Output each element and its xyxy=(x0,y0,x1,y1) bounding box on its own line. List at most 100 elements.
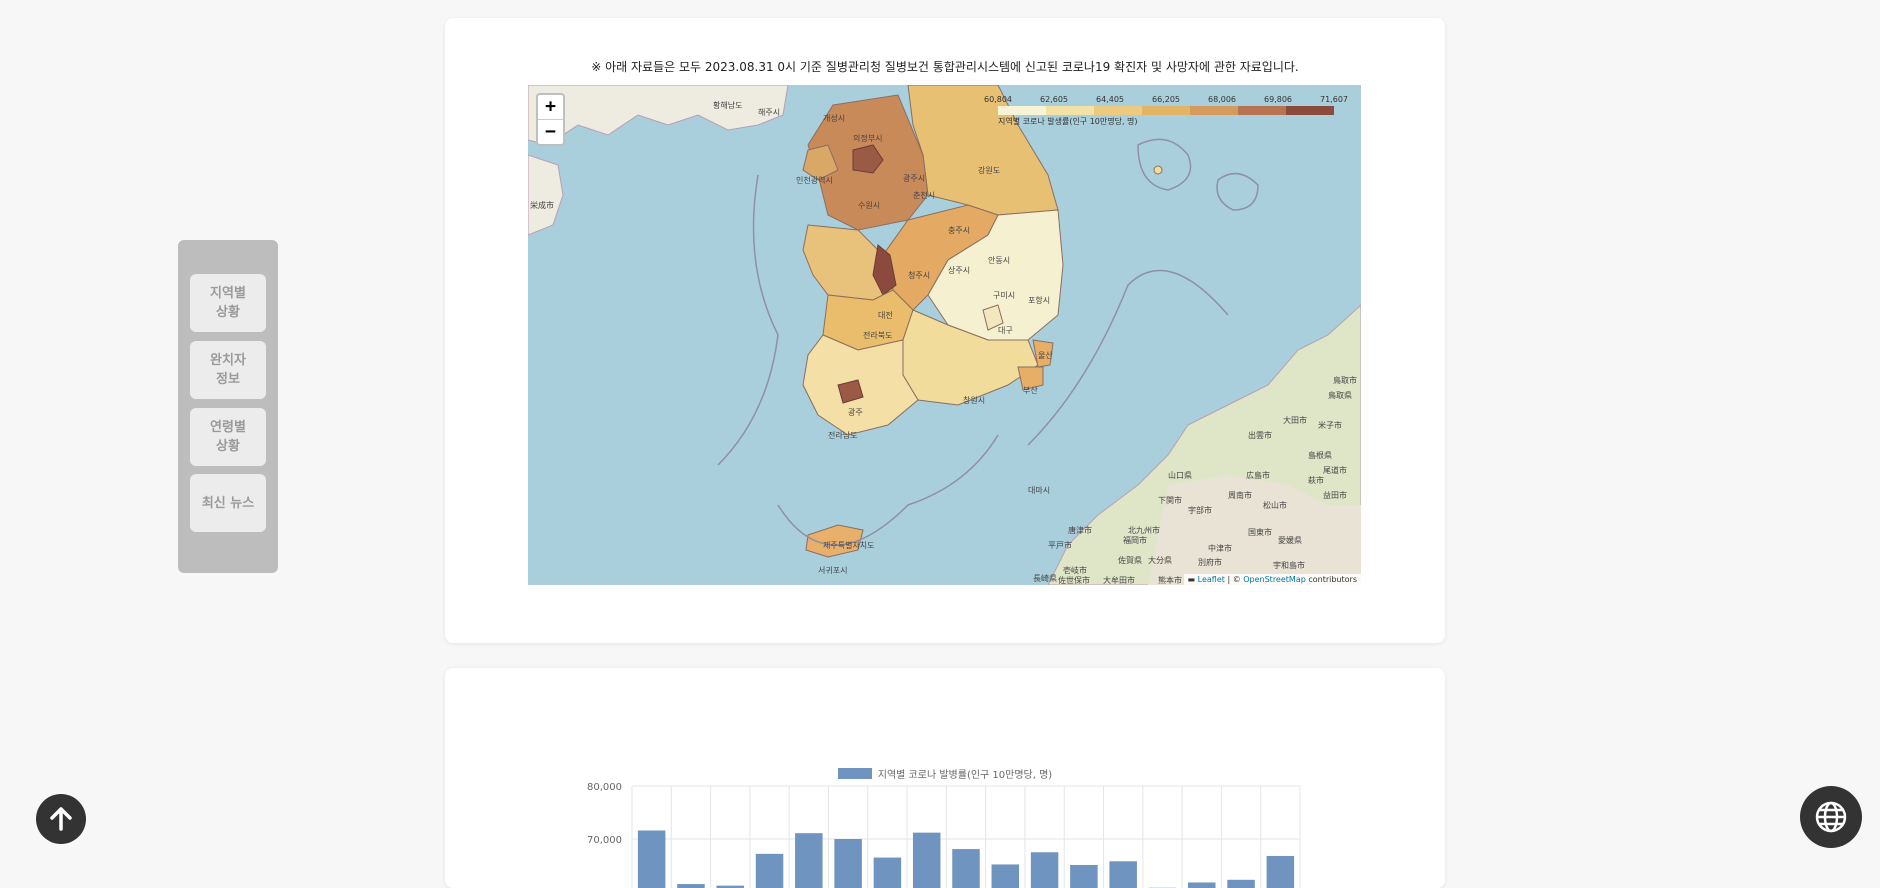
map-place-label: 栄成市 xyxy=(530,200,554,211)
legend-color-step xyxy=(1190,106,1238,115)
chart-bar[interactable] xyxy=(1227,880,1255,888)
legend-color-step xyxy=(1094,106,1142,115)
map-place-label: 周南市 xyxy=(1228,490,1252,501)
map-place-label: 萩市 xyxy=(1308,475,1324,486)
map-place-label: 平戸市 xyxy=(1048,540,1072,551)
sidebar-nav: 지역별 상황 완치자 정보 연령별 상황 최신 뉴스 xyxy=(178,240,278,573)
chart-bar[interactable] xyxy=(874,858,902,888)
map-place-label: 전라남도 xyxy=(828,430,857,441)
chart-bar[interactable] xyxy=(913,833,941,888)
legend-tick: 62,605 xyxy=(1040,95,1068,104)
map-place-label: 長崎県 xyxy=(1033,573,1057,584)
legend-tick: 66,205 xyxy=(1152,95,1180,104)
map-place-label: 宇部市 xyxy=(1188,505,1212,516)
map-place-label: 尾道市 xyxy=(1323,465,1347,476)
arrow-up-icon xyxy=(48,806,74,832)
sidebar-item-regional-status[interactable]: 지역별 상황 xyxy=(190,274,266,332)
map-place-label: 大牟田市 xyxy=(1103,575,1135,585)
zoom-in-button[interactable]: + xyxy=(538,95,563,119)
map-place-label: 大分県 xyxy=(1148,555,1172,566)
zoom-out-button[interactable]: − xyxy=(538,119,563,144)
map-place-label: 福岡市 xyxy=(1123,535,1147,546)
map-place-label: 구미시 xyxy=(993,290,1015,301)
legend-tick: 71,607 xyxy=(1320,95,1348,104)
chart-bar[interactable] xyxy=(1109,861,1137,888)
chart-bar[interactable] xyxy=(834,839,862,888)
map-place-label: 제주특별자치도 xyxy=(823,540,875,551)
map-place-label: 米子市 xyxy=(1318,420,1342,431)
map-place-label: 부산 xyxy=(1023,385,1038,396)
map-place-label: 포항시 xyxy=(1028,295,1050,306)
map-place-label: 춘천시 xyxy=(913,190,935,201)
map-place-label: 안동시 xyxy=(988,255,1010,266)
language-button[interactable] xyxy=(1800,786,1862,848)
osm-link[interactable]: OpenStreetMap xyxy=(1243,575,1306,584)
map-place-label: 鳥取市 xyxy=(1333,375,1357,386)
data-notice: ※ 아래 자료들은 모두 2023.08.31 0시 기준 질병관리청 질병보건… xyxy=(445,58,1445,75)
map-place-label: 鳥取県 xyxy=(1328,390,1352,401)
chart-bar[interactable] xyxy=(756,854,784,888)
map-place-label: 山口県 xyxy=(1168,470,1192,481)
chart-bar[interactable] xyxy=(1031,852,1059,888)
legend-color-step xyxy=(1046,106,1094,115)
map-place-label: 창원시 xyxy=(963,395,985,406)
legend-tick: 64,405 xyxy=(1096,95,1124,104)
map-place-label: 大田市 xyxy=(1283,415,1307,426)
attribution-suffix: contributors xyxy=(1306,575,1357,584)
map-place-label: 島根県 xyxy=(1308,450,1332,461)
chart-bar[interactable] xyxy=(795,833,823,888)
chart-bar[interactable] xyxy=(677,884,705,888)
map-place-label: 佐世保市 xyxy=(1058,575,1090,585)
legend-color-step xyxy=(1142,106,1190,115)
map-place-label: 광주시 xyxy=(903,173,925,184)
legend-tick: 68,006 xyxy=(1208,95,1236,104)
map-place-label: 佐賀県 xyxy=(1118,555,1142,566)
map-place-label: 益田市 xyxy=(1323,490,1347,501)
legend-caption: 지역별 코로나 발생률(인구 10만명당, 명) xyxy=(998,116,1138,127)
y-tick-label: 70,000 xyxy=(587,835,622,846)
chart-bar[interactable] xyxy=(1188,882,1216,888)
sidebar-item-latest-news[interactable]: 최신 뉴스 xyxy=(190,474,266,532)
attribution-separator: | © xyxy=(1225,575,1243,584)
map-place-label: 서귀포시 xyxy=(818,565,847,576)
map-place-label: 壱岐市 xyxy=(1063,565,1087,576)
legend-tick: 60,804 xyxy=(984,95,1012,104)
map-place-label: 해주시 xyxy=(758,107,780,118)
map-geography xyxy=(528,85,1361,585)
globe-icon xyxy=(1814,800,1848,834)
map-place-label: 대구 xyxy=(998,325,1013,336)
map-place-label: 北九州市 xyxy=(1128,525,1160,536)
sidebar-item-age-status[interactable]: 연령별 상황 xyxy=(190,408,266,466)
chart-bar[interactable] xyxy=(952,849,980,888)
zoom-control: + − xyxy=(536,93,565,146)
map-place-label: 国東市 xyxy=(1248,527,1272,538)
map-place-label: 청주시 xyxy=(908,270,930,281)
map-place-label: 愛媛県 xyxy=(1278,535,1302,546)
scroll-to-top-button[interactable] xyxy=(36,794,86,844)
map-place-label: 唐津市 xyxy=(1068,525,1092,536)
leaflet-flag-icon: ▬ xyxy=(1188,575,1196,584)
chart-bar[interactable] xyxy=(1070,865,1098,888)
map-place-label: 강원도 xyxy=(978,165,1000,176)
map-place-label: 대전 xyxy=(878,310,893,321)
sidebar-item-recovered-info[interactable]: 완치자 정보 xyxy=(190,341,266,399)
leaflet-link[interactable]: Leaflet xyxy=(1198,575,1225,584)
korea-choropleth-map[interactable]: + − 60,804 62,605 64,405 66,205 68,006 6… xyxy=(528,85,1361,585)
legend-color-step xyxy=(1238,106,1286,115)
map-place-label: 충주시 xyxy=(948,225,970,236)
legend-tick: 69,806 xyxy=(1264,95,1292,104)
map-place-label: 中津市 xyxy=(1208,543,1232,554)
map-place-label: 出雲市 xyxy=(1248,430,1272,441)
chart-bar[interactable] xyxy=(1267,856,1295,888)
map-card: ※ 아래 자료들은 모두 2023.08.31 0시 기준 질병관리청 질병보건… xyxy=(445,18,1445,643)
map-place-label: 広島市 xyxy=(1246,470,1270,481)
map-place-label: 황해남도 xyxy=(713,100,742,111)
chart-bar[interactable] xyxy=(638,830,666,888)
map-place-label: 울산 xyxy=(1038,350,1053,361)
map-attribution: ▬ Leaflet | © OpenStreetMap contributors xyxy=(1184,574,1361,585)
map-place-label: 宇和島市 xyxy=(1273,560,1305,571)
map-place-label: 수원시 xyxy=(858,200,880,211)
legend-color-bar xyxy=(998,106,1334,115)
